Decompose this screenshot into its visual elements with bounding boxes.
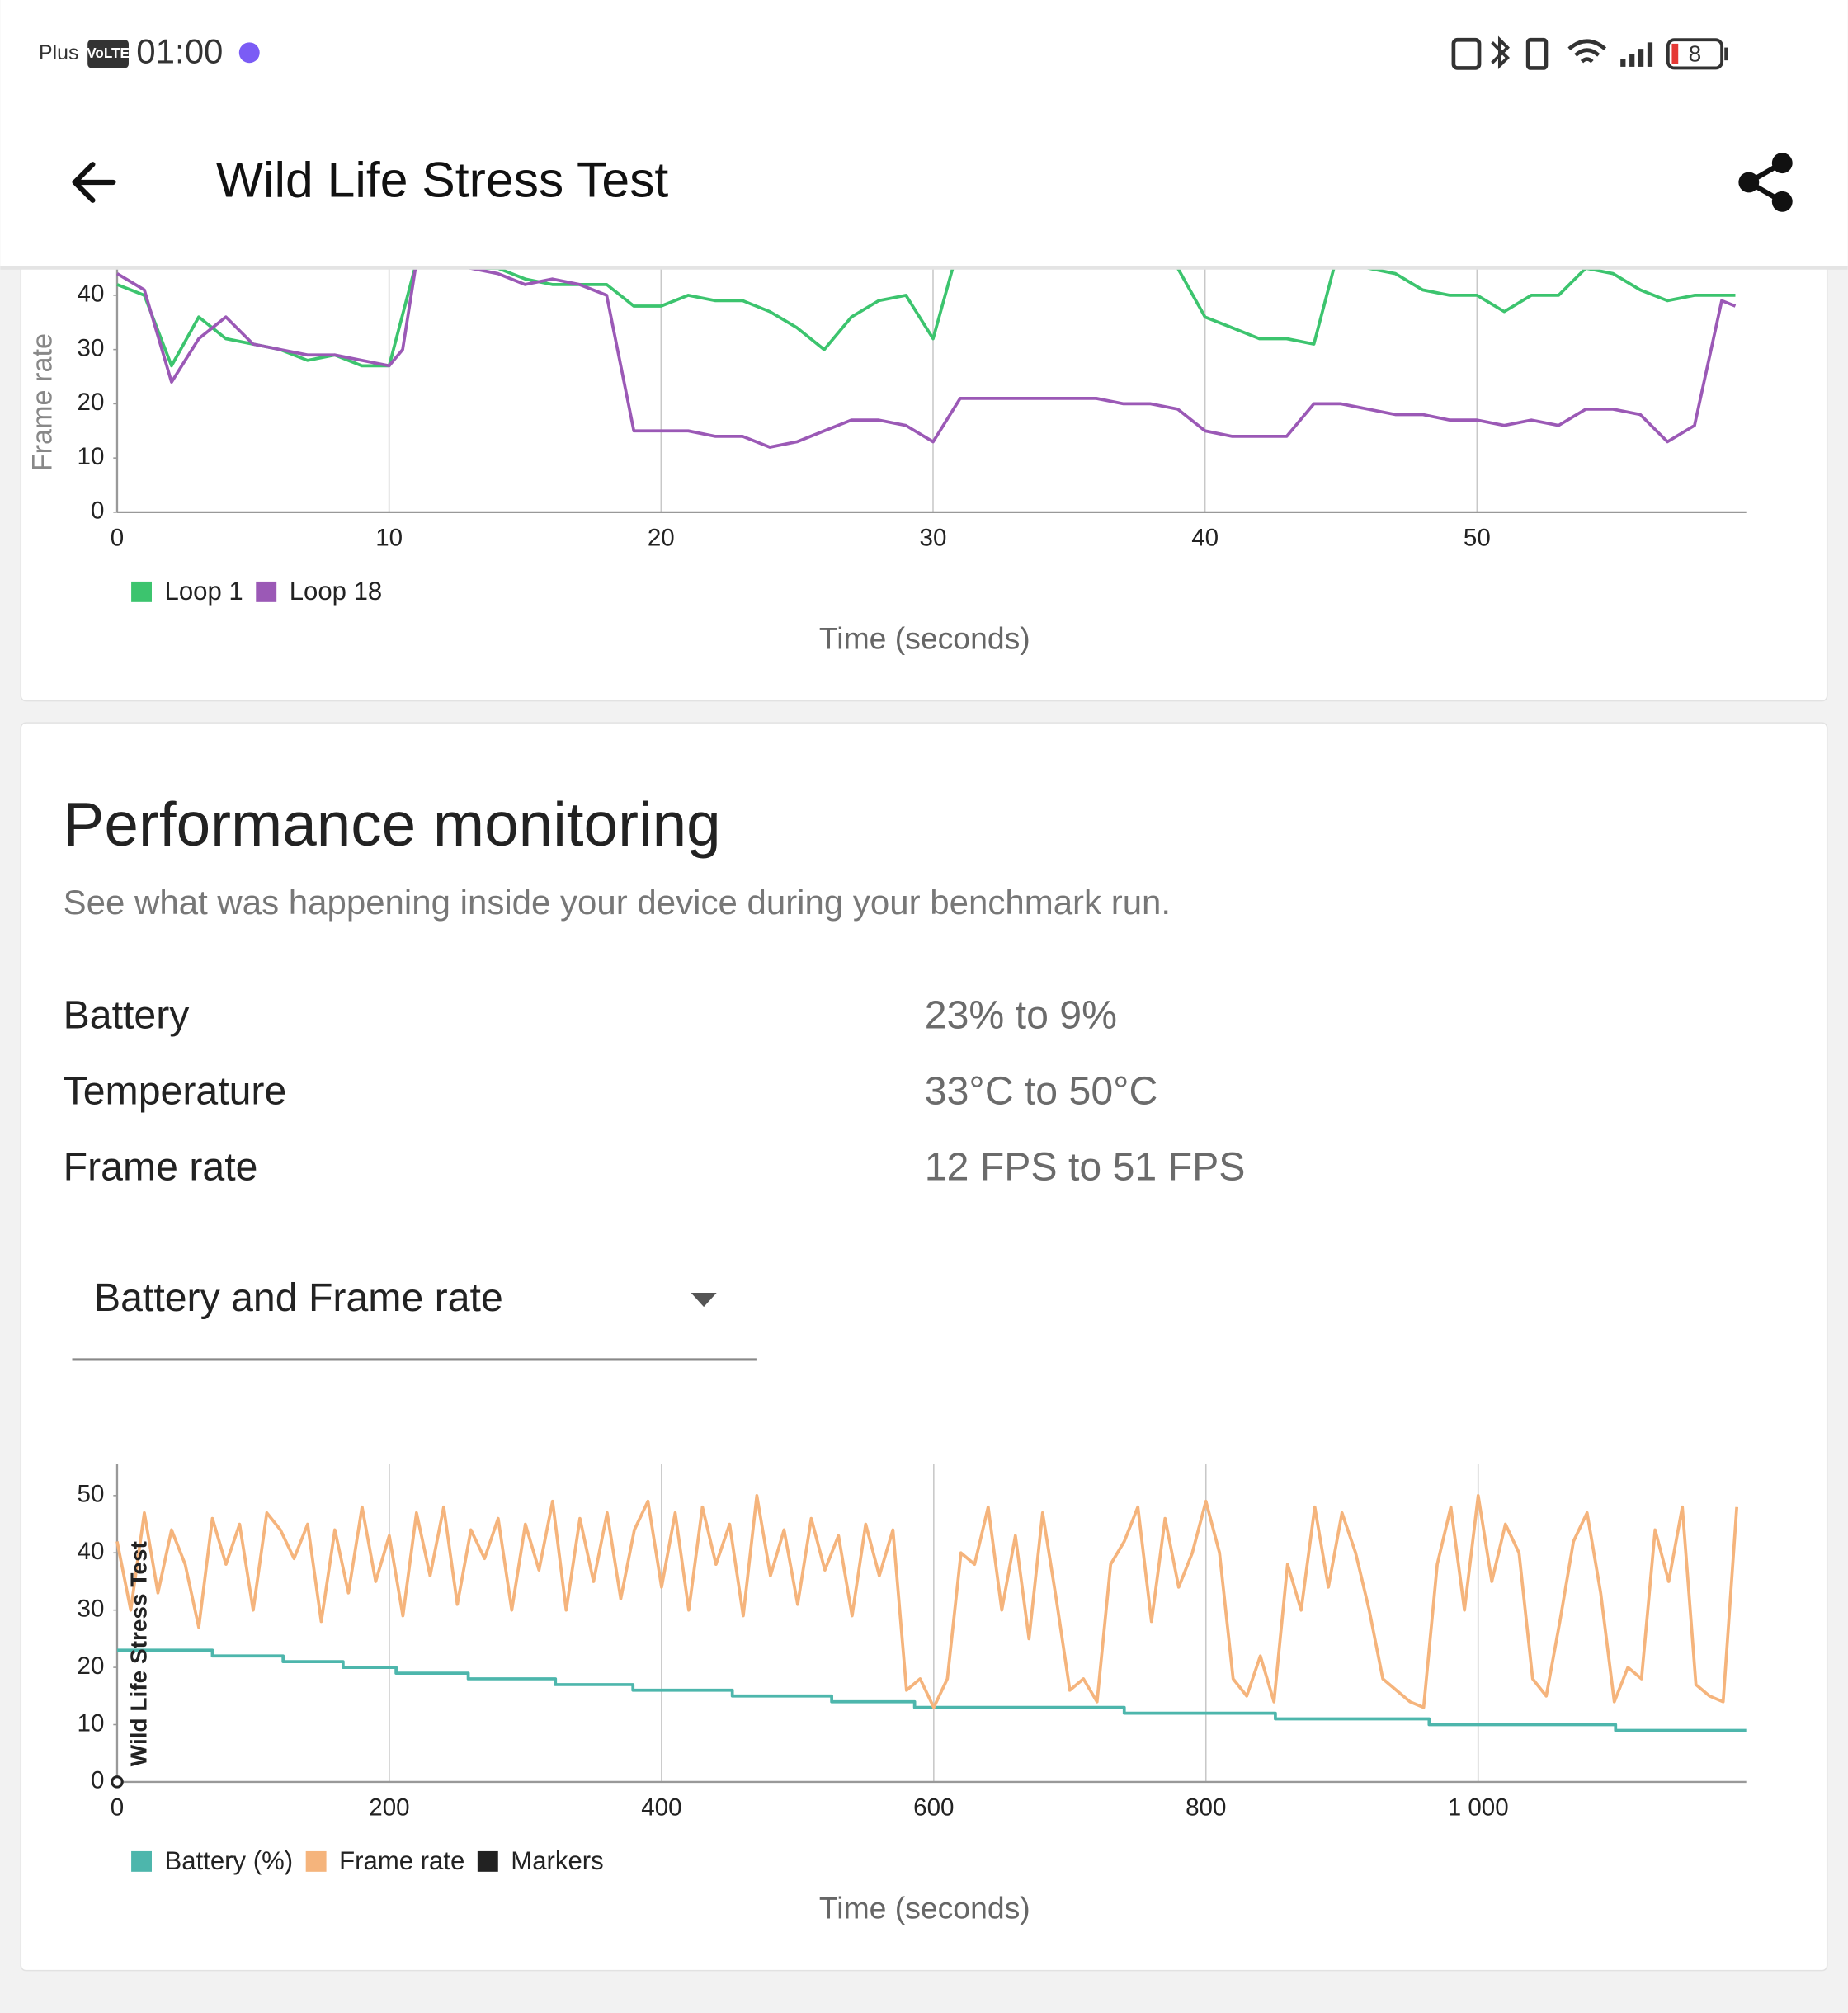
plot-area (116, 235, 1737, 449)
share-dot (1738, 172, 1760, 193)
page-title: Wild Life Stress Test (216, 152, 669, 208)
y-tick-label: 40 (78, 1538, 105, 1565)
y-tick-label: 0 (91, 497, 104, 525)
legend-label: Loop 18 (290, 577, 382, 606)
section-subtitle: See what was happening inside your devic… (64, 883, 1171, 922)
legend-label: Markers (511, 1846, 603, 1875)
wifi-icon (1568, 39, 1607, 64)
battery-outline (1666, 38, 1724, 70)
signal-bar (1629, 54, 1635, 67)
app-bar: Plus VoLTE 01:00 8 Wild Life Stress Test (0, 0, 1848, 270)
back-button[interactable] (72, 162, 116, 203)
y-tick-label: 20 (78, 1652, 105, 1680)
dropdown-text: Battery and Frame rate (94, 1275, 503, 1320)
x-tick-label: 50 (1464, 524, 1491, 551)
stat-label: Battery (64, 993, 191, 1038)
line-chart: 0 200 400 600 800 1 000 0 10 20 30 40 50 Wild Life S… (78, 1463, 1747, 1925)
carrier: Plus (39, 41, 78, 64)
stat-value: 23% to 9% (925, 993, 1117, 1038)
dropdown[interactable]: Battery and Frame rate (72, 1275, 757, 1361)
y-tick-label: 20 (78, 389, 105, 416)
battery-text: 8 (1689, 40, 1702, 66)
series-line (116, 261, 1737, 449)
y-tick-label: 0 (91, 1767, 104, 1794)
y-tick-label: 10 (78, 1709, 105, 1737)
x-tick-label: 400 (641, 1794, 681, 1821)
stat-label: Temperature (64, 1069, 287, 1114)
x-tick-label: 40 (1191, 524, 1219, 551)
card (20, 722, 1828, 1972)
legend-swatch (131, 581, 152, 602)
signal-bar (1620, 59, 1626, 67)
share-dot (1771, 153, 1793, 174)
x-axis-label: Time (seconds) (819, 620, 1030, 655)
x-tick-label: 0 (111, 1794, 124, 1821)
x-tick-label: 0 (111, 524, 124, 551)
legend-swatch (131, 1850, 152, 1872)
performance-card: Performance monitoring See what was happ… (20, 722, 1828, 1972)
y-axis-label: Frame rate (26, 333, 58, 471)
volte-text: VoLTE (87, 45, 130, 61)
share-button[interactable] (1738, 153, 1793, 212)
series-line (116, 1494, 1739, 1709)
x-tick-label: 600 (913, 1794, 954, 1821)
app-bar-shadow (0, 266, 1848, 270)
x-axis-label: Time (seconds) (819, 1890, 1030, 1925)
x-tick-label: 30 (920, 524, 947, 551)
app-bar-bg (0, 0, 1848, 266)
stat-label: Frame rate (64, 1144, 258, 1189)
share-dot (1771, 191, 1793, 212)
legend-label: Battery (%) (165, 1846, 294, 1875)
bluetooth-icon (1491, 35, 1511, 70)
line-chart: 0 10 20 30 40 50 0 10 20 30 40 Loop 1 Loop 18 Time (s… (26, 235, 1747, 655)
legend-label: Frame rate (339, 1846, 464, 1875)
stat-value: 12 FPS to 51 FPS (925, 1144, 1246, 1189)
y-tick-label: 30 (78, 1595, 105, 1622)
dropdown-arrow (691, 1293, 717, 1308)
battery-tip (1724, 47, 1728, 61)
section-title: Performance monitoring (64, 790, 721, 859)
nfc-icon (1451, 37, 1482, 70)
legend-swatch (305, 1850, 327, 1872)
marker (111, 1775, 124, 1789)
plot-area (116, 1494, 1747, 1732)
y-tick-label: 40 (78, 280, 105, 308)
x-tick-label: 200 (369, 1794, 409, 1821)
messenger-icon (238, 42, 260, 64)
x-tick-label: 800 (1186, 1794, 1226, 1821)
x-tick-label: 1 000 (1448, 1794, 1509, 1821)
legend-swatch (477, 1850, 498, 1872)
signal-bar (1647, 42, 1653, 67)
vibrate-icon (1525, 37, 1549, 70)
series-line (116, 1648, 1747, 1732)
volte-badge (87, 40, 129, 68)
battery-level (1671, 43, 1679, 64)
y-tick-label: 30 (78, 334, 105, 361)
legend-label: Loop 1 (165, 577, 243, 606)
stat-value: 33°C to 50°C (925, 1069, 1158, 1114)
x-tick-label: 10 (375, 524, 403, 551)
status-icons: 8 (1451, 35, 1728, 70)
x-tick-label: 20 (648, 524, 675, 551)
signal-bar (1638, 49, 1644, 67)
clock: 01:00 (136, 31, 223, 70)
y-tick-label: 10 (78, 443, 105, 470)
legend-swatch (256, 581, 277, 602)
marker-label: Wild Life Stress Test (125, 1541, 151, 1766)
y-tick-label: 50 (78, 1481, 105, 1508)
